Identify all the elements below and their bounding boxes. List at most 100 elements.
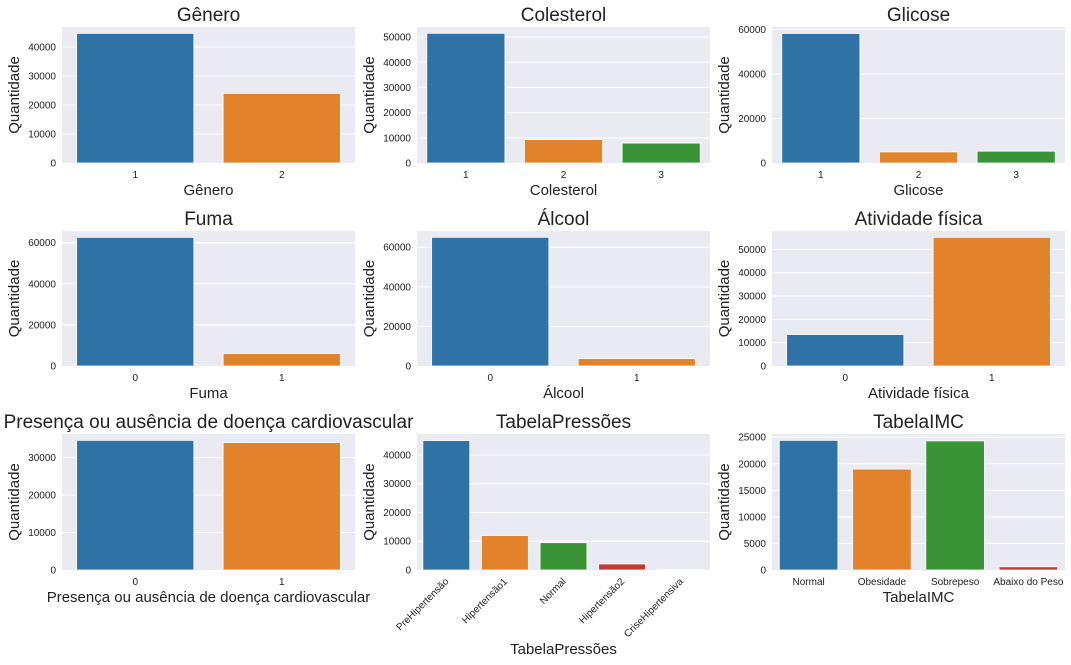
y-tick-label: 40000 bbox=[383, 282, 411, 293]
chart-panel: 0 10000 20000 30000 40000 1 2 Gênero Gênero Quant… bbox=[6, 5, 355, 199]
y-tick-label: 60000 bbox=[28, 238, 56, 249]
x-tick-label: 1 bbox=[634, 373, 640, 384]
y-axis-label: Quantidade bbox=[6, 56, 23, 134]
x-tick-label: 2 bbox=[279, 170, 285, 181]
y-tick-label: 5000 bbox=[744, 539, 767, 550]
x-axis-label: Colesterol bbox=[530, 182, 598, 199]
chart-title: TabelaPressões bbox=[496, 412, 631, 433]
x-axis-label: Gênero bbox=[183, 182, 233, 199]
bar bbox=[76, 236, 195, 367]
x-tick-label: Abaixo do Peso bbox=[993, 577, 1063, 588]
x-tick-label: 1 bbox=[818, 170, 824, 181]
bar bbox=[76, 32, 195, 164]
y-tick-label: 15000 bbox=[738, 486, 766, 497]
chart-title: Colesterol bbox=[521, 5, 607, 26]
bar bbox=[879, 151, 958, 164]
chart-panel: 0 20000 40000 60000 1 2 3 Glicose Glicose Quantid… bbox=[716, 5, 1065, 199]
bar bbox=[222, 353, 341, 367]
x-tick-label: Normal bbox=[793, 577, 825, 588]
x-tick-label: 1 bbox=[463, 170, 469, 181]
x-tick-label: 2 bbox=[916, 170, 922, 181]
y-tick-label: 0 bbox=[760, 159, 766, 170]
y-tick-label: 30000 bbox=[383, 83, 411, 94]
bar bbox=[481, 535, 529, 571]
bar bbox=[431, 236, 550, 367]
y-tick-label: 0 bbox=[405, 362, 411, 373]
chart-title: Álcool bbox=[538, 209, 590, 230]
x-tick-label: 1 bbox=[279, 373, 285, 384]
y-tick-label: 20000 bbox=[738, 315, 766, 326]
x-tick-label: 1 bbox=[132, 170, 138, 181]
y-tick-label: 0 bbox=[50, 362, 56, 373]
y-tick-label: 0 bbox=[50, 566, 56, 577]
x-axis-label: Atividade física bbox=[868, 385, 970, 402]
bar bbox=[577, 358, 696, 367]
y-axis-label: Quantidade bbox=[6, 463, 23, 541]
x-tick-label: Normal bbox=[538, 576, 569, 607]
bar bbox=[222, 442, 341, 571]
y-tick-label: 40000 bbox=[28, 43, 56, 54]
bar bbox=[976, 150, 1056, 164]
y-tick-label: 20000 bbox=[738, 114, 766, 125]
y-tick-label: 20000 bbox=[383, 108, 411, 119]
chart-title: Gênero bbox=[177, 5, 240, 26]
y-tick-label: 10000 bbox=[28, 528, 56, 539]
y-tick-label: 0 bbox=[760, 566, 766, 577]
x-tick-label: 1 bbox=[279, 577, 285, 588]
x-tick-label: 2 bbox=[561, 170, 567, 181]
bar bbox=[786, 334, 905, 367]
chart-title: Glicose bbox=[887, 5, 950, 26]
y-tick-label: 40000 bbox=[383, 450, 411, 461]
y-axis-label: Quantidade bbox=[361, 56, 378, 134]
y-tick-label: 30000 bbox=[383, 479, 411, 490]
y-tick-label: 60000 bbox=[383, 243, 411, 254]
y-axis-label: Quantidade bbox=[716, 56, 733, 134]
x-axis-label: Fuma bbox=[189, 385, 228, 402]
chart-title: Presença ou ausência de doença cardiovas… bbox=[4, 412, 414, 433]
bar bbox=[852, 468, 912, 571]
y-tick-label: 40000 bbox=[383, 58, 411, 69]
x-tick-label: 0 bbox=[132, 577, 138, 588]
chart-title: Fuma bbox=[184, 209, 233, 230]
chart-panel: 0 5000 10000 15000 20000 25000 Normal Obesidade… bbox=[716, 412, 1065, 606]
y-tick-label: 0 bbox=[405, 159, 411, 170]
x-tick-label: Hipertensão1 bbox=[460, 576, 510, 626]
y-tick-label: 40000 bbox=[28, 279, 56, 290]
x-tick-label: 3 bbox=[1013, 170, 1019, 181]
y-tick-label: 20000 bbox=[738, 459, 766, 470]
bar bbox=[998, 566, 1059, 571]
y-tick-label: 50000 bbox=[383, 33, 411, 44]
bar bbox=[524, 139, 603, 164]
bar bbox=[932, 236, 1051, 367]
x-tick-label: Obesidade bbox=[858, 577, 907, 588]
x-axis-label: TabelaPressões bbox=[510, 641, 617, 658]
chart-panel: 0 20000 40000 60000 0 1 Fuma Fuma Quantidade bbox=[6, 209, 355, 402]
bar bbox=[778, 439, 839, 571]
bar bbox=[76, 439, 195, 571]
x-tick-label: PreHipertensão bbox=[395, 576, 452, 633]
y-tick-label: 20000 bbox=[28, 491, 56, 502]
x-tick-label: 0 bbox=[842, 373, 848, 384]
bar bbox=[222, 93, 341, 164]
y-tick-label: 40000 bbox=[738, 69, 766, 80]
y-tick-label: 10000 bbox=[383, 133, 411, 144]
bar bbox=[781, 33, 861, 164]
x-tick-label: 1 bbox=[989, 373, 995, 384]
bar bbox=[426, 32, 506, 164]
y-axis-label: Quantidade bbox=[716, 260, 733, 338]
y-tick-label: 20000 bbox=[383, 508, 411, 519]
x-tick-label: CriseHipertensiva bbox=[622, 576, 686, 640]
chart-title: TabelaIMC bbox=[873, 412, 964, 433]
bar bbox=[598, 563, 646, 571]
bar bbox=[539, 542, 588, 571]
y-tick-label: 25000 bbox=[738, 433, 766, 444]
y-tick-label: 40000 bbox=[738, 268, 766, 279]
x-axis-label: Glicose bbox=[893, 182, 943, 199]
x-axis-label: Álcool bbox=[543, 385, 584, 402]
x-tick-label: Sobrepeso bbox=[931, 577, 980, 588]
chart-panel: 0 10000 20000 30000 40000 50000 0 1 Atividade fí… bbox=[716, 209, 1065, 402]
x-axis-label: Presença ou ausência de doença cardiovas… bbox=[47, 589, 371, 606]
y-axis-label: Quantidade bbox=[716, 463, 733, 541]
y-tick-label: 30000 bbox=[738, 292, 766, 303]
